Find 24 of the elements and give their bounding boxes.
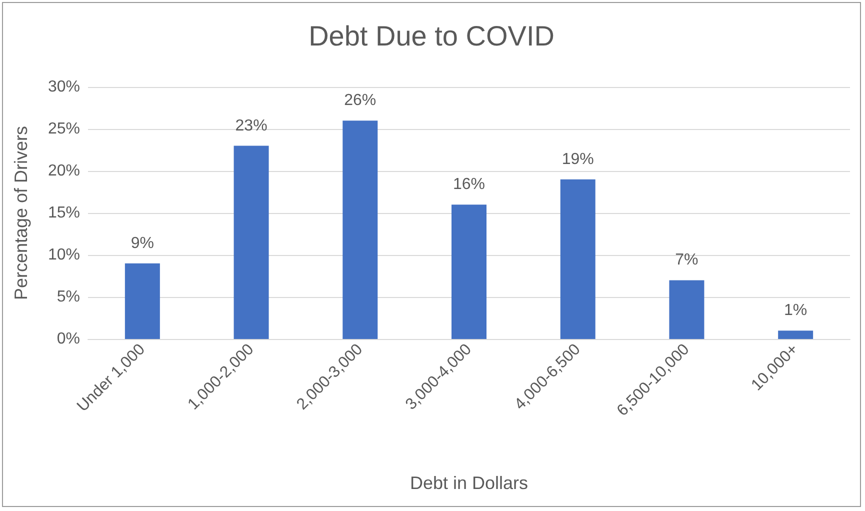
data-label: 1%	[784, 302, 808, 320]
y-tick-label: 30%	[48, 78, 80, 96]
bar	[124, 263, 160, 339]
y-axis-title: Percentage of Drivers	[11, 126, 31, 300]
y-tick-label: 5%	[56, 288, 80, 306]
data-label: 7%	[675, 252, 698, 269]
y-tick-label: 25%	[48, 120, 80, 138]
bar	[234, 146, 269, 339]
data-label: 19%	[562, 150, 594, 168]
y-tick-label: 0%	[56, 330, 80, 348]
data-label: 23%	[235, 117, 268, 134]
bar	[778, 330, 814, 339]
data-label: 26%	[344, 92, 376, 110]
y-tick-label: 10%	[48, 246, 80, 264]
bar	[452, 204, 486, 339]
bar	[669, 280, 704, 339]
data-label: 9%	[130, 234, 154, 252]
bar	[560, 179, 596, 339]
y-tick-label: 20%	[48, 162, 80, 180]
bar	[342, 120, 378, 339]
y-tick-label: 15%	[48, 204, 80, 222]
chart-title: Debt Due to COVID	[308, 20, 554, 52]
data-label: 16%	[452, 176, 486, 194]
x-axis-title: Debt in Dollars	[410, 473, 528, 493]
